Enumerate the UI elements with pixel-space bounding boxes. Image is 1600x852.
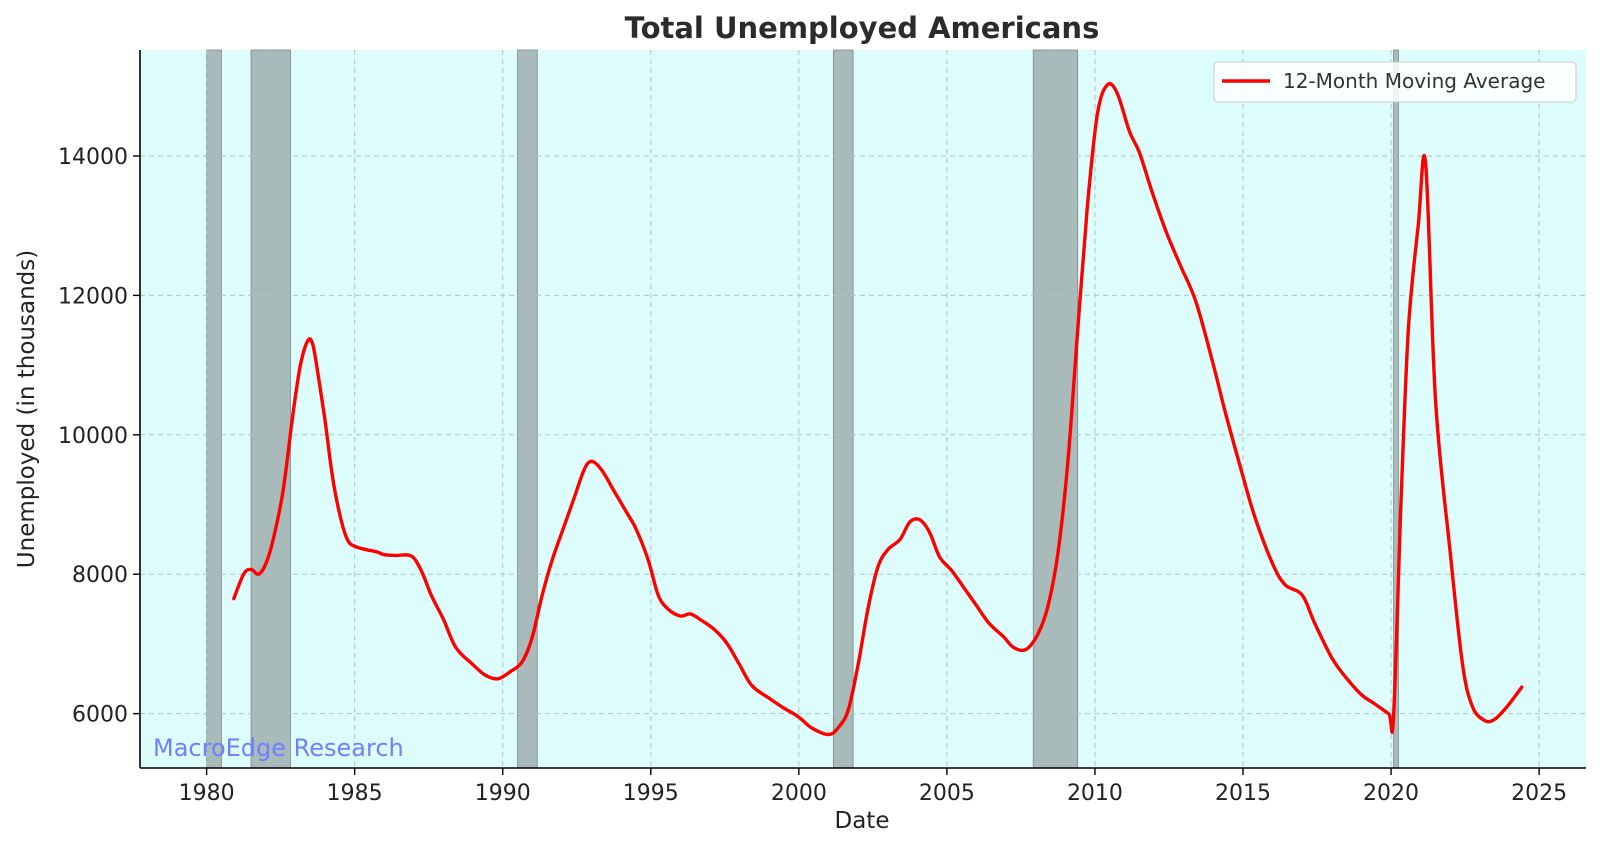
y-tick-label: 8000 — [72, 563, 128, 588]
x-tick-label: 2000 — [771, 781, 827, 806]
x-tick-label: 1980 — [179, 781, 235, 806]
recession-band — [250, 49, 291, 769]
grid-lines — [140, 50, 1586, 768]
recession-band — [832, 49, 854, 769]
x-tick-label: 2015 — [1215, 781, 1271, 806]
x-tick-label: 2025 — [1511, 781, 1567, 806]
recession-band — [206, 49, 222, 769]
legend: 12-Month Moving Average — [1213, 61, 1577, 103]
recession-bands — [206, 49, 1399, 769]
x-tick-label: 1985 — [327, 781, 383, 806]
x-tick-label: 1995 — [623, 781, 679, 806]
x-tick-label: 2010 — [1067, 781, 1123, 806]
legend-box — [1213, 61, 1577, 103]
y-axis-label: Unemployed (in thousands) — [14, 250, 40, 568]
axes — [139, 50, 1586, 769]
x-tick-label: 2020 — [1363, 781, 1419, 806]
series-lines — [232, 81, 1524, 737]
chart-title: Total Unemployed Americans — [625, 11, 1100, 45]
x-axis-label: Date — [835, 808, 890, 834]
recession-band — [517, 49, 538, 769]
y-tick-label: 10000 — [58, 424, 128, 449]
y-tick-label: 6000 — [72, 703, 128, 728]
x-tick-label: 2005 — [919, 781, 975, 806]
y-tick-label: 14000 — [58, 145, 128, 170]
legend-entry-label: 12-Month Moving Average — [1283, 69, 1545, 93]
y-tick-label: 12000 — [58, 284, 128, 309]
plot-background — [140, 50, 1586, 768]
x-ticks: 1980 1985 1990 1995 2000 2005 2010 2015 2020 2025 — [179, 768, 1567, 806]
watermark: MacroEdge Research — [153, 734, 404, 762]
y-ticks: 6000 8000 10000 12000 14000 — [58, 145, 140, 728]
series-line — [232, 81, 1524, 737]
x-tick-label: 1990 — [475, 781, 531, 806]
